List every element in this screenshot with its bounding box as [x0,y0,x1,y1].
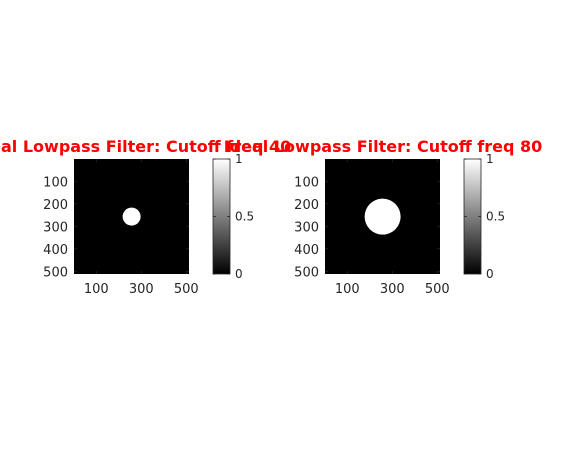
colorbar-panel-0: 00.51 [212,152,254,281]
y-tick-label: 300 [43,220,68,235]
x-tick-label: 100 [335,282,360,297]
x-tick-label: 500 [425,282,450,297]
colorbar-panel-1: 00.51 [463,152,505,281]
passband-disk [122,207,141,226]
colorbar-tick-label: 0.5 [235,210,254,224]
y-tick-label: 500 [294,265,319,280]
colorbar-gradient [464,159,481,274]
y-tick-label: 400 [43,243,68,258]
x-tick-label: 500 [174,282,199,297]
y-tick-label: 100 [43,175,68,190]
y-tick-label: 300 [294,220,319,235]
x-tick-label: 100 [84,282,109,297]
y-tick-label: 100 [294,175,319,190]
colorbar-tick-label: 0 [235,267,243,281]
image-panel-1 [325,159,440,274]
y-tick-label: 500 [43,265,68,280]
chart-title-cutoff-40: Ideal Lowpass Filter: Cutoff freq 40 [0,137,291,156]
axis-ticks-panel-0: 100 300 500 100 200 300 400 500 [43,159,199,297]
y-tick-label: 200 [43,198,68,213]
colorbar-tick-label: 1 [235,152,243,166]
y-tick-label: 400 [294,243,319,258]
passband-disk [364,198,401,235]
x-tick-label: 300 [380,282,405,297]
colorbar-gradient [213,159,230,274]
chart-title-cutoff-80: Ideal Lowpass Filter: Cutoff freq 80 [224,137,543,156]
y-tick-label: 200 [294,198,319,213]
image-panel-0 [74,159,189,274]
colorbar-tick-label: 1 [486,152,494,166]
colorbar-tick-label: 0.5 [486,210,505,224]
colorbar-tick-label: 0 [486,267,494,281]
x-tick-label: 300 [129,282,154,297]
axis-ticks-panel-1: 100 300 500 100 200 300 400 500 [294,159,450,297]
